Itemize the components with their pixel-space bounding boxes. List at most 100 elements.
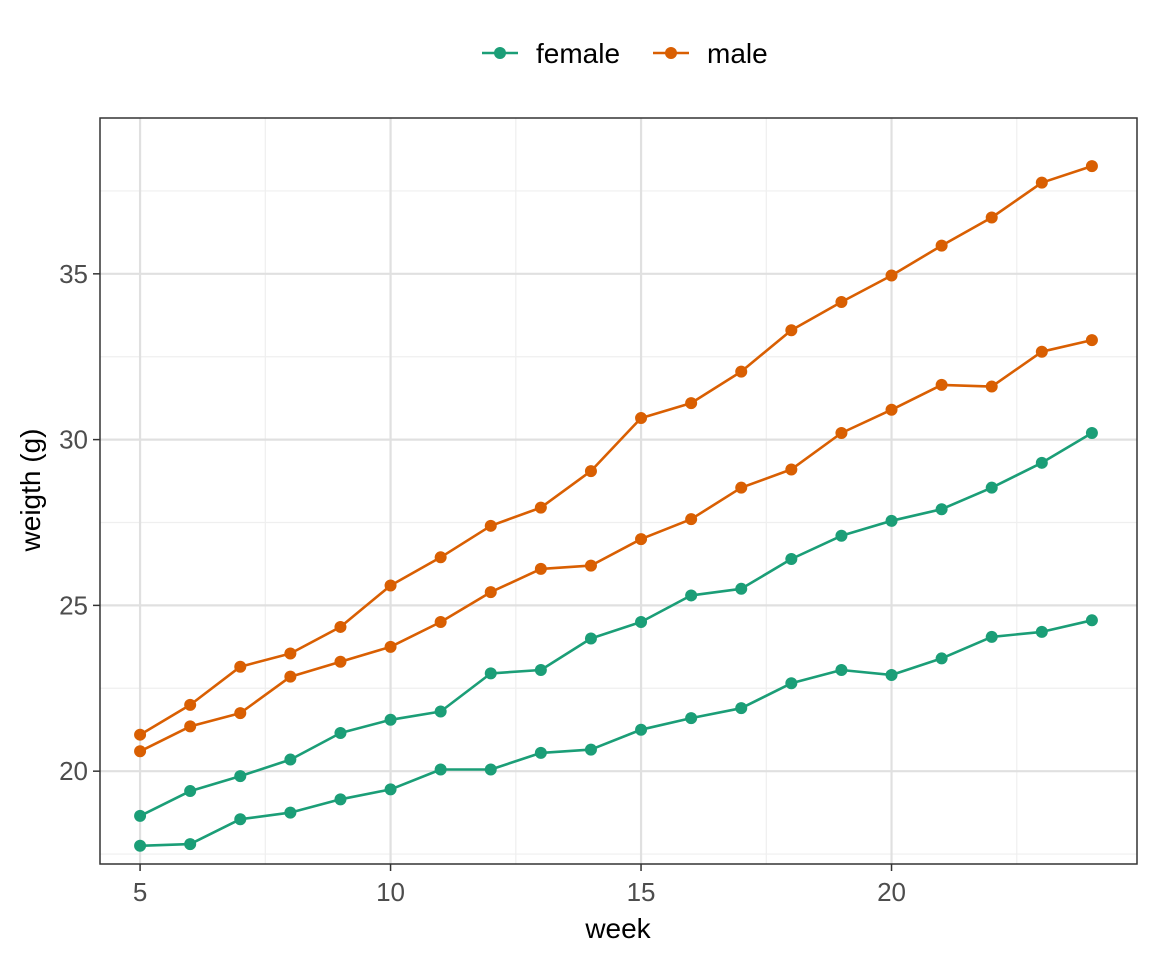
data-point-female bbox=[835, 664, 848, 677]
data-point-female bbox=[1085, 426, 1098, 439]
data-point-male bbox=[584, 465, 597, 478]
data-point-male bbox=[835, 296, 848, 309]
data-point-male bbox=[534, 562, 547, 575]
data-point-female bbox=[635, 615, 648, 628]
data-point-female bbox=[284, 806, 297, 819]
data-point-female bbox=[1085, 614, 1098, 627]
series-line-female bbox=[139, 431, 1093, 818]
legend: female male bbox=[482, 38, 768, 69]
data-point-female bbox=[184, 785, 197, 798]
data-point-female bbox=[334, 793, 347, 806]
data-point-male bbox=[434, 615, 447, 628]
data-point-female bbox=[885, 514, 898, 527]
data-point-male bbox=[835, 426, 848, 439]
data-point-female bbox=[434, 763, 447, 776]
data-point-female bbox=[334, 727, 347, 740]
x-axis-title: week bbox=[584, 913, 651, 944]
legend-key-point-male bbox=[665, 47, 677, 59]
data-point-female bbox=[234, 770, 247, 783]
data-point-male bbox=[284, 670, 297, 683]
data-point-male bbox=[885, 269, 898, 282]
x-tick-label: 15 bbox=[627, 877, 656, 907]
data-point-female bbox=[584, 632, 597, 645]
data-point-female bbox=[134, 809, 147, 822]
data-point-male bbox=[584, 559, 597, 572]
data-point-female bbox=[484, 763, 497, 776]
y-tick-label: 35 bbox=[59, 259, 88, 289]
data-point-male bbox=[885, 403, 898, 416]
data-point-male bbox=[284, 647, 297, 660]
data-point-female bbox=[384, 713, 397, 726]
data-point-male bbox=[434, 551, 447, 564]
panel-border bbox=[99, 117, 1138, 865]
data-point-female bbox=[935, 652, 948, 665]
data-point-male bbox=[534, 501, 547, 514]
data-point-male bbox=[635, 412, 648, 425]
data-point-female bbox=[885, 669, 898, 682]
data-point-male bbox=[484, 519, 497, 532]
y-tick-label: 30 bbox=[59, 425, 88, 455]
data-point-female bbox=[1035, 456, 1048, 469]
data-point-male bbox=[234, 707, 247, 720]
series-line-male bbox=[139, 164, 1093, 736]
data-point-male bbox=[184, 698, 197, 711]
data-point-female bbox=[534, 664, 547, 677]
data-point-female bbox=[534, 746, 547, 759]
series-group bbox=[134, 160, 1098, 852]
data-point-female bbox=[384, 783, 397, 796]
data-point-female bbox=[434, 705, 447, 718]
data-point-male bbox=[334, 620, 347, 633]
data-point-female bbox=[134, 839, 147, 852]
data-point-female bbox=[484, 667, 497, 680]
data-point-male bbox=[234, 660, 247, 673]
data-point-female bbox=[835, 529, 848, 542]
data-point-female bbox=[935, 503, 948, 516]
legend-label-female: female bbox=[536, 38, 620, 69]
data-point-male bbox=[735, 481, 748, 494]
data-point-female bbox=[685, 589, 698, 602]
data-point-male bbox=[635, 533, 648, 546]
series-line-male bbox=[139, 338, 1093, 753]
series-line-female bbox=[140, 619, 1093, 848]
data-point-male bbox=[985, 380, 998, 393]
y-axis-title: weigth (g) bbox=[15, 429, 46, 553]
data-point-male bbox=[935, 378, 948, 391]
data-point-female bbox=[284, 753, 297, 766]
data-point-male bbox=[484, 586, 497, 599]
data-point-female bbox=[234, 813, 247, 826]
data-point-male bbox=[1085, 334, 1098, 347]
data-point-female bbox=[584, 743, 597, 756]
data-point-female bbox=[985, 630, 998, 643]
data-point-female bbox=[685, 712, 698, 725]
data-point-male bbox=[134, 745, 147, 758]
data-point-female bbox=[785, 677, 798, 690]
x-tick-label: 5 bbox=[133, 877, 147, 907]
data-point-male bbox=[1035, 176, 1048, 189]
data-point-male bbox=[685, 397, 698, 410]
data-point-male bbox=[134, 728, 147, 741]
legend-key-point-female bbox=[494, 47, 506, 59]
data-point-male bbox=[384, 579, 397, 592]
data-point-female bbox=[635, 723, 648, 736]
data-point-male bbox=[1085, 160, 1098, 173]
x-tick-label: 20 bbox=[877, 877, 906, 907]
data-point-male bbox=[184, 720, 197, 733]
data-point-male bbox=[985, 211, 998, 224]
data-point-female bbox=[1035, 625, 1048, 638]
legend-label-male: male bbox=[707, 38, 768, 69]
data-point-male bbox=[785, 463, 798, 476]
y-tick-label: 25 bbox=[59, 590, 88, 620]
data-point-male bbox=[735, 365, 748, 378]
data-point-female bbox=[985, 481, 998, 494]
data-point-male bbox=[785, 324, 798, 337]
y-tick-label: 20 bbox=[59, 756, 88, 786]
data-point-male bbox=[685, 513, 698, 526]
data-point-female bbox=[785, 552, 798, 565]
data-point-female bbox=[184, 838, 197, 851]
data-point-male bbox=[935, 239, 948, 252]
data-point-female bbox=[735, 582, 748, 595]
data-point-male bbox=[334, 655, 347, 668]
data-point-male bbox=[384, 640, 397, 653]
